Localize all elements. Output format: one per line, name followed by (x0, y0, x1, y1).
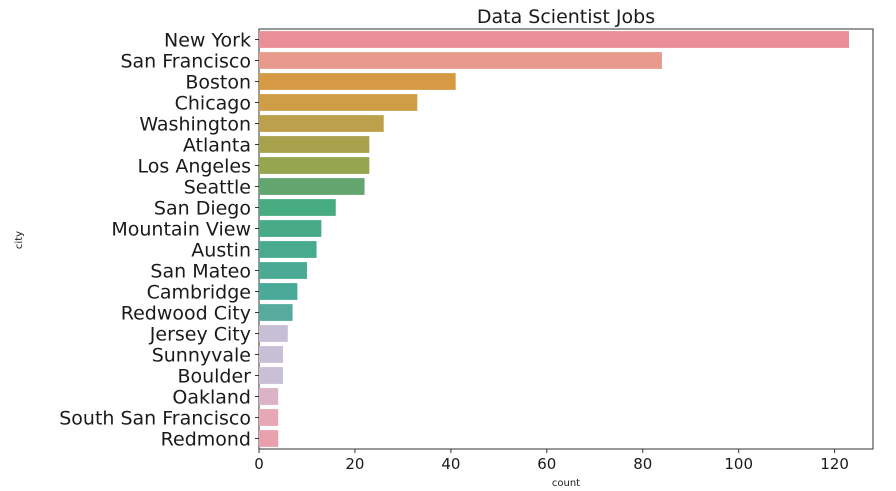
category-label: Austin (191, 240, 251, 262)
category-label: San Francisco (120, 51, 251, 73)
chart-title: Data Scientist Jobs (477, 6, 655, 28)
x-axis-title: count (552, 478, 580, 489)
bar-seattle (259, 178, 365, 195)
category-label: Redmond (161, 429, 251, 451)
category-label: Redwood City (121, 303, 251, 325)
bar-redwood-city (259, 304, 293, 321)
category-label: New York (164, 30, 251, 52)
bar-atlanta (259, 136, 370, 153)
x-axis-ticks: 0 20 40 60 80 100 120 (254, 449, 849, 473)
bar-los-angeles (259, 157, 370, 174)
category-label: San Mateo (150, 261, 251, 283)
bar-austin (259, 241, 317, 258)
bar-oakland (259, 388, 279, 405)
category-label: Washington (139, 114, 251, 136)
bar-south-san-francisco (259, 409, 279, 426)
category-label: Sunnyvale (152, 345, 251, 367)
x-tick-label: 100 (724, 455, 753, 473)
category-label: South San Francisco (59, 408, 251, 430)
x-tick-label: 0 (254, 455, 264, 473)
category-label: Boulder (177, 366, 251, 388)
bar-jersey-city (259, 325, 288, 342)
category-label: Atlanta (183, 135, 251, 157)
category-label: Boston (185, 72, 251, 94)
bar-new-york (259, 31, 850, 48)
category-label: Cambridge (147, 282, 251, 304)
x-tick-label: 60 (537, 455, 556, 473)
bar-chicago (259, 94, 418, 111)
bar-cambridge (259, 283, 298, 300)
x-tick-label: 80 (633, 455, 652, 473)
y-axis-title: city (14, 231, 25, 249)
bar-boulder (259, 367, 283, 384)
plot-area-frame (258, 28, 874, 450)
category-label: Chicago (175, 93, 251, 115)
category-label: Oakland (172, 387, 251, 409)
bar-san-mateo (259, 262, 307, 279)
bar-mountain-view (259, 220, 322, 237)
x-tick-label: 20 (345, 455, 364, 473)
bar-redmond (259, 430, 279, 447)
x-tick-label: 120 (820, 455, 849, 473)
bar-boston (259, 73, 456, 90)
bar-san-diego (259, 199, 336, 216)
x-tick-label: 40 (441, 455, 460, 473)
category-label: Seattle (184, 177, 251, 199)
category-label: Jersey City (149, 324, 251, 346)
category-label: Mountain View (111, 219, 251, 241)
bar-washington (259, 115, 384, 132)
category-label: San Diego (154, 198, 251, 220)
category-label: Los Angeles (138, 156, 251, 178)
bar-san-francisco (259, 52, 662, 69)
bar-sunnyvale (259, 346, 283, 363)
bars-layer (259, 31, 850, 447)
